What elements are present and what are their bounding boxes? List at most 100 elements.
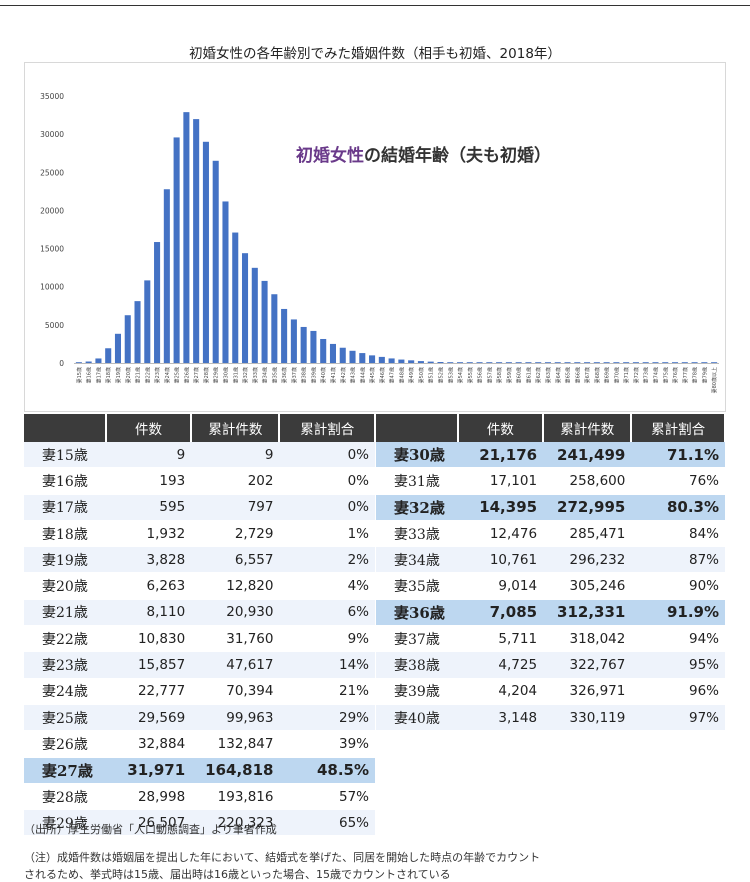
bar [398,359,405,363]
bar [349,350,356,363]
y-tick-label: 35000 [40,92,64,101]
x-tick-label: 妻62歳 [535,367,542,383]
cumulative-cell: 12,820 [191,572,280,600]
age-cell: 妻39歳 [376,678,458,705]
percent-cell: 48.5% [279,757,375,784]
bar [584,362,591,363]
x-tick-label: 妻18歳 [105,367,112,383]
x-tick-label: 妻25歳 [174,367,181,383]
x-tick-label: 妻33歳 [252,367,259,383]
x-tick-label: 妻46歳 [379,367,386,383]
table-row: 妻30歳 21,176 241,499 71.1% [376,442,725,469]
x-tick-label: 妻68歳 [594,367,601,383]
count-cell: 6,263 [105,572,192,600]
column-header: 累計割合 [631,414,726,442]
count-cell: 8,110 [105,599,192,627]
cumulative-cell: 318,042 [543,625,632,653]
bar [417,361,424,363]
cumulative-cell: 99,963 [191,704,280,732]
x-tick-label: 妻49歳 [408,367,415,383]
count-cell: 21,176 [457,442,544,469]
x-tick-label: 妻27歳 [193,367,200,383]
cumulative-cell: 31,760 [191,625,280,653]
table-row: 妻16歳 193 202 0% [24,467,375,495]
count-cell: 28,998 [105,783,192,811]
x-tick-label: 妻31歳 [232,367,239,383]
bar [408,360,415,363]
count-cell: 32,884 [105,730,192,758]
x-tick-label: 妻58歳 [496,367,503,383]
data-table-right: 件数 累計件数 累計割合 妻30歳 21,176 241,499 71.1% 妻31歳 17,1… [376,414,726,732]
bar [271,294,278,363]
bar [359,353,366,363]
table-row: 妻20歳 6,263 12,820 4% [24,572,375,600]
age-cell: 妻19歳 [24,546,106,574]
cumulative-cell: 132,847 [191,730,280,758]
table-row: 妻21歳 8,110 20,930 6% [24,599,375,627]
cumulative-cell: 258,600 [543,467,632,495]
age-cell: 妻33歳 [376,520,458,548]
table-row: 妻31歳 17,101 258,600 76% [376,467,725,495]
bar [261,280,268,363]
count-cell: 9 [105,442,192,469]
bar [466,362,473,363]
column-header: 件数 [457,414,545,442]
bar [281,308,288,363]
x-tick-label: 妻29歳 [213,367,220,383]
x-tick-label: 妻52歳 [437,367,444,383]
table-row: 妻19歳 3,828 6,557 2% [24,546,375,574]
bar [75,362,82,363]
bar [222,201,229,363]
column-header: 件数 [105,414,193,442]
percent-cell: 2% [279,546,375,574]
column-header: 累計件数 [191,414,281,442]
x-tick-label: 妻51歳 [428,367,435,383]
x-tick-label: 妻71歳 [623,367,630,383]
table-row: 妻36歳 7,085 312,331 91.9% [376,599,725,627]
count-cell: 3,828 [105,546,192,574]
percent-cell: 96% [631,678,725,705]
count-cell: 5,711 [457,625,544,653]
x-tick-label: 妻48歳 [398,367,405,383]
table-row: 妻33歳 12,476 285,471 84% [376,520,725,548]
bar [85,361,92,363]
x-tick-label: 妻70歳 [613,367,620,383]
bar [652,362,659,363]
bar [251,267,258,363]
count-cell: 7,085 [457,599,544,627]
cumulative-cell: 164,818 [191,757,280,784]
age-cell: 妻20歳 [24,572,106,600]
x-tick-label: 妻30歳 [222,367,229,383]
x-tick-label: 妻77歳 [682,367,689,383]
x-tick-label: 妻19歳 [115,367,122,383]
x-tick-label: 妻47歳 [389,367,396,383]
x-tick-label: 妻66歳 [574,367,581,383]
cumulative-cell: 296,232 [543,546,632,574]
percent-cell: 57% [279,783,375,811]
cumulative-cell: 9 [191,442,280,469]
bar [476,362,483,363]
bar [505,362,512,363]
count-cell: 26,507 [105,809,192,837]
bar [613,362,620,363]
bar [173,137,180,363]
x-tick-label: 妻59歳 [506,367,513,383]
bar [232,232,239,363]
x-tick-label: 妻23歳 [154,367,161,383]
y-tick-label: 15000 [40,245,64,254]
cumulative-cell: 2,729 [191,520,280,548]
cumulative-cell: 241,499 [543,442,632,469]
age-cell: 妻25歳 [24,704,106,732]
table-row: 妻23歳 15,857 47,617 14% [24,651,375,679]
count-cell: 22,777 [105,678,192,705]
column-header: 累計割合 [279,414,376,442]
cumulative-cell: 330,119 [543,704,632,732]
cumulative-cell: 272,995 [543,494,632,521]
bar [632,362,639,363]
bar [369,355,376,363]
bar [554,362,561,363]
x-tick-label: 妻26歳 [183,367,190,383]
age-cell: 妻31歳 [376,467,458,495]
column-header: 累計件数 [543,414,633,442]
percent-cell: 0% [279,442,375,469]
